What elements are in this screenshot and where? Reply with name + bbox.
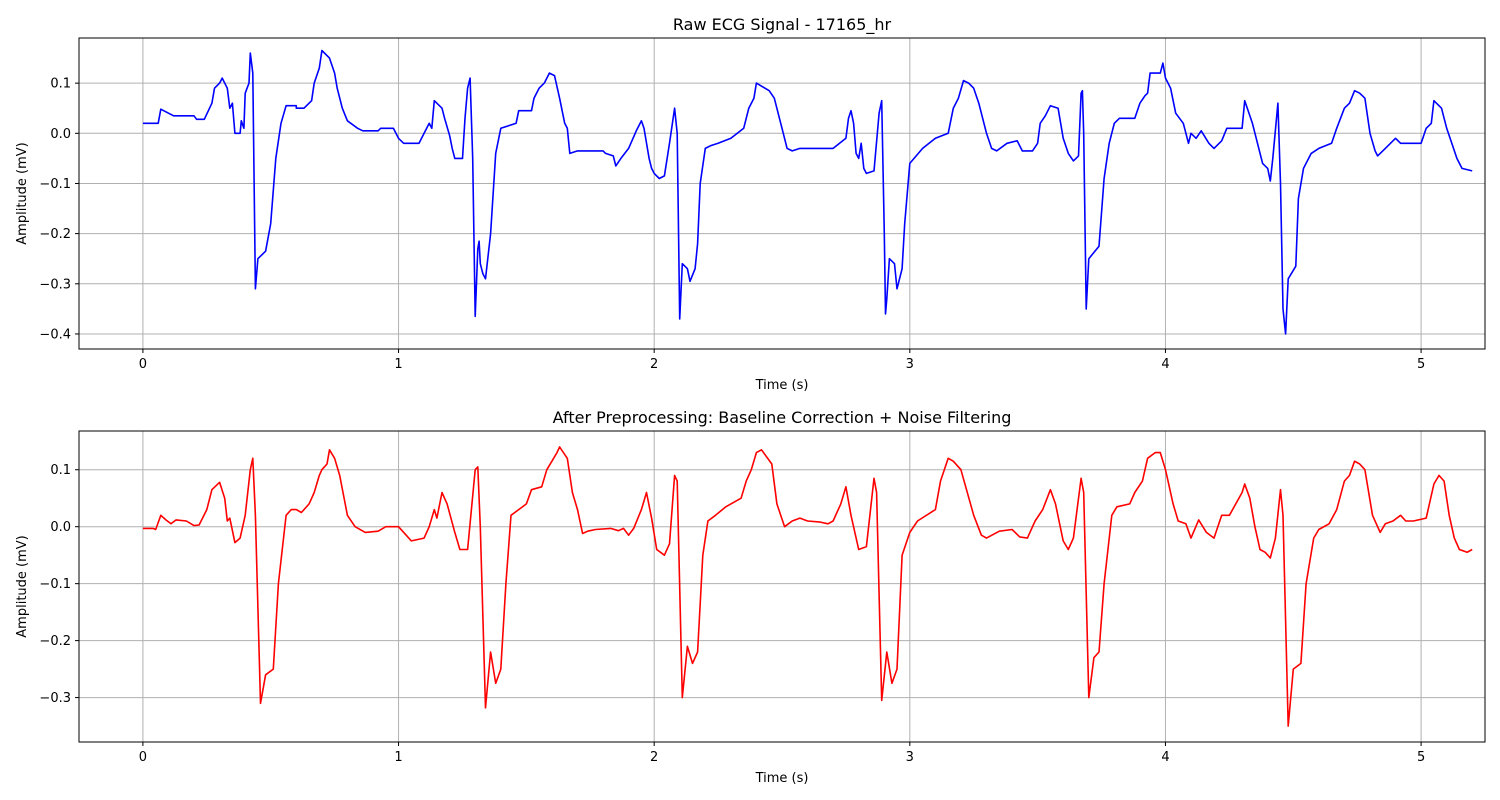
raw-xtick-label: 3 [906,357,914,372]
raw-chart-xlabel: Time (s) [755,378,809,393]
filtered-ytick-label: 0.0 [50,520,71,535]
raw-chart-grid [79,38,1485,349]
filtered-xtick-label: 5 [1417,750,1425,765]
raw-xtick-label: 5 [1417,357,1425,372]
raw-ecg-chart: 0 1 2 3 4 5 −0.4 −0.3 −0.2 −0.1 0.0 0.1 Raw ECG Sig… [15,15,1486,393]
raw-chart-ticks: 0 1 2 3 4 5 −0.4 −0.3 −0.2 −0.1 0.0 0.1 [39,77,1425,372]
filtered-ecg-chart: 0 1 2 3 4 5 −0.3 −0.2 −0.1 0.0 0.1 After Preproces… [15,408,1486,786]
filtered-chart-xlabel: Time (s) [755,771,809,786]
raw-ytick-label: −0.2 [39,227,71,242]
raw-ytick-label: 0.0 [50,127,71,142]
filtered-xtick-label: 2 [650,750,658,765]
filtered-chart-frame [78,430,1486,743]
raw-xtick-label: 4 [1161,357,1169,372]
raw-chart-ylabel: Amplitude (mV) [15,142,30,244]
filtered-xtick-label: 4 [1161,750,1169,765]
filtered-chart-ticks: 0 1 2 3 4 5 −0.3 −0.2 −0.1 0.0 0.1 [39,463,1425,765]
filtered-ytick-label: −0.1 [39,577,71,592]
raw-ytick-label: 0.1 [50,77,71,92]
filtered-chart-ylabel: Amplitude (mV) [15,535,30,637]
raw-xtick-label: 2 [650,357,658,372]
raw-ytick-label: −0.4 [39,327,71,342]
filtered-ecg-line [142,446,1473,727]
filtered-xtick-label: 0 [139,750,147,765]
raw-chart-title: Raw ECG Signal - 17165_hr [673,15,892,35]
raw-ytick-label: −0.1 [39,177,71,192]
raw-ytick-label: −0.3 [39,277,71,292]
filtered-chart-title: After Preprocessing: Baseline Correction… [553,408,1012,427]
filtered-xtick-label: 1 [394,750,402,765]
raw-xtick-label: 1 [394,357,402,372]
filtered-chart-grid [79,431,1485,742]
raw-xtick-label: 0 [139,357,147,372]
raw-ecg-line [142,49,1473,335]
filtered-ytick-label: −0.3 [39,691,71,706]
filtered-ytick-label: 0.1 [50,463,71,478]
filtered-xtick-label: 3 [906,750,914,765]
raw-chart-frame [78,37,1486,350]
filtered-ytick-label: −0.2 [39,634,71,649]
